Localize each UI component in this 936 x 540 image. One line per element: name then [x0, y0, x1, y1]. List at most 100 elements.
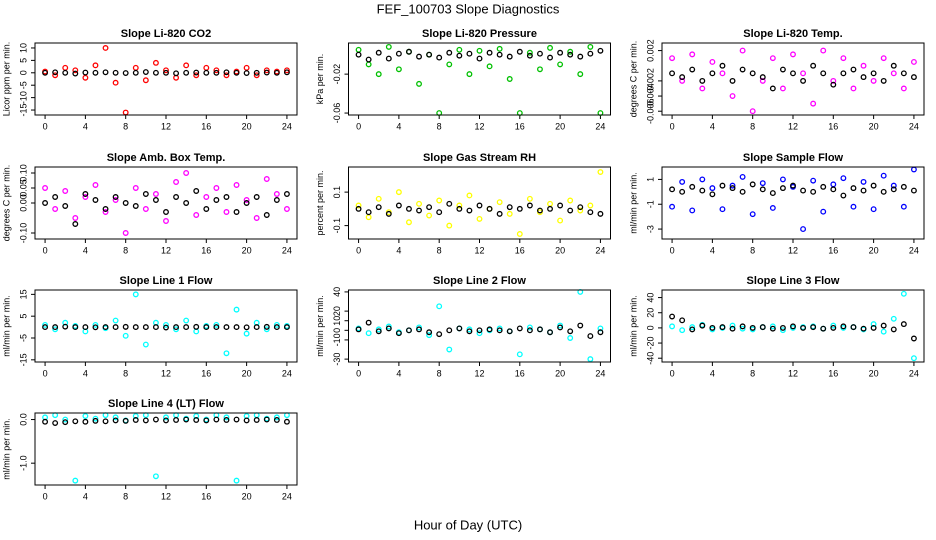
x-tick-label: 0	[356, 245, 361, 255]
plot-frame	[34, 412, 298, 486]
data-point	[273, 69, 280, 76]
panel-title: Slope Amb. Box Temp.	[107, 152, 226, 164]
panel-title: Slope Line 1 Flow	[120, 275, 213, 287]
data-point	[436, 209, 443, 216]
data-point	[152, 197, 159, 203]
data-point	[132, 185, 139, 191]
data-point	[840, 323, 847, 330]
data-point	[92, 62, 99, 69]
x-tick-label: 16	[201, 121, 211, 131]
data-point	[860, 178, 867, 185]
data-point	[273, 197, 280, 203]
data-point	[810, 188, 817, 195]
data-point	[173, 417, 180, 423]
data-point	[890, 315, 897, 322]
y-tick-label: -0.06	[332, 103, 342, 124]
x-tick-label: 8	[750, 245, 755, 255]
data-point	[830, 186, 837, 193]
data-point	[203, 69, 210, 76]
data-point	[476, 330, 483, 337]
data-point	[62, 323, 69, 330]
plot-frame	[661, 42, 925, 116]
data-point	[850, 85, 857, 92]
data-point	[132, 64, 139, 71]
data-point	[870, 182, 877, 189]
data-point	[689, 324, 696, 331]
data-point	[416, 53, 422, 60]
data-point	[900, 203, 907, 210]
x-tick-label: 4	[83, 491, 88, 501]
data-point	[850, 324, 857, 331]
data-point	[365, 56, 372, 63]
data-point	[375, 195, 382, 202]
data-point	[365, 209, 372, 216]
data-point	[769, 325, 776, 332]
x-tick-label: 4	[83, 245, 88, 255]
x-tick-label: 24	[282, 245, 292, 255]
x-tick-label: 8	[437, 368, 442, 378]
data-point	[183, 416, 190, 423]
data-point	[355, 202, 362, 209]
data-point	[679, 188, 686, 195]
data-point	[779, 324, 786, 331]
data-point	[689, 66, 696, 73]
data-point	[537, 50, 543, 57]
data-point	[870, 70, 877, 77]
x-tick-label: 20	[869, 121, 879, 131]
plot-frame	[34, 289, 298, 363]
data-point	[769, 55, 776, 62]
data-point	[92, 415, 99, 422]
data-point	[426, 212, 433, 219]
data-point	[416, 80, 422, 87]
data-point	[577, 207, 584, 214]
data-point	[840, 175, 847, 182]
data-point	[163, 69, 169, 76]
data-point	[283, 412, 290, 419]
data-point	[496, 199, 503, 206]
data-point	[900, 70, 907, 77]
data-point	[72, 70, 79, 77]
data-point	[820, 183, 827, 190]
x-tick-label: 16	[828, 121, 838, 131]
data-point	[769, 205, 776, 211]
y-tick-label: -5	[18, 81, 28, 89]
data-point	[830, 322, 837, 329]
x-tick-label: 8	[123, 245, 128, 255]
data-point	[506, 76, 513, 82]
data-point	[679, 178, 686, 185]
x-tick-label: 0	[43, 491, 48, 501]
data-point	[82, 418, 89, 425]
data-point	[375, 71, 382, 78]
data-point	[557, 202, 564, 209]
data-point	[910, 335, 917, 342]
panel-title: Slope Li-820 Temp.	[743, 28, 842, 40]
x-tick-label: 16	[828, 245, 838, 255]
data-point	[223, 69, 230, 76]
data-point	[880, 77, 887, 84]
data-point	[446, 222, 453, 229]
plot-frame	[34, 166, 298, 240]
x-tick-label: 12	[161, 491, 171, 501]
data-point	[163, 417, 169, 424]
data-point	[173, 326, 180, 333]
x-tick-label: 16	[201, 491, 211, 501]
data-point	[203, 194, 210, 200]
data-point	[52, 412, 59, 419]
data-point	[122, 109, 129, 116]
data-point	[830, 324, 837, 331]
data-point	[223, 209, 230, 215]
data-point	[263, 69, 270, 76]
data-point	[82, 413, 89, 420]
data-point	[395, 189, 402, 196]
data-point	[890, 182, 897, 189]
data-point	[860, 187, 867, 194]
data-point	[253, 194, 260, 200]
data-point	[163, 218, 169, 224]
data-point	[739, 323, 746, 330]
data-point	[375, 326, 382, 333]
data-point	[82, 191, 89, 197]
data-point	[173, 70, 180, 77]
data-point	[416, 200, 422, 207]
x-tick-label: 4	[396, 121, 401, 131]
data-point	[102, 206, 109, 212]
